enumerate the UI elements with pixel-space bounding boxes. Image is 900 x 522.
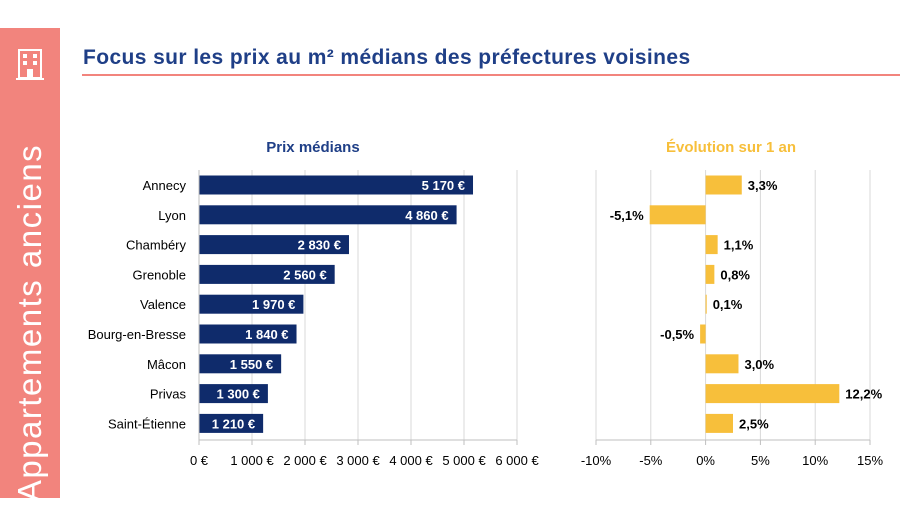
evolution-tick-label: -10% xyxy=(581,453,612,468)
prix-tick-label: 2 000 € xyxy=(283,453,327,468)
prix-tick-label: 6 000 € xyxy=(495,453,539,468)
prix-bar xyxy=(199,324,297,344)
title-divider xyxy=(82,74,900,76)
evolution-tick-label: 0% xyxy=(696,453,715,468)
evolution-value-label: 2,5% xyxy=(739,416,769,431)
evolution-tick-label: 10% xyxy=(802,453,828,468)
evolution-bar xyxy=(705,235,718,255)
evolution-bar xyxy=(705,175,742,195)
sidebar-banner: Appartements anciens xyxy=(0,28,60,502)
evolution-value-label: 0,8% xyxy=(720,267,750,282)
prix-value-label: 1 210 € xyxy=(212,416,255,431)
category-label: Annecy xyxy=(143,178,187,193)
prix-title: Prix médians xyxy=(266,139,359,156)
category-label: Mâcon xyxy=(147,357,186,372)
evolution-bar xyxy=(649,205,706,225)
prix-bar xyxy=(199,205,457,225)
evolution-value-label: 12,2% xyxy=(845,387,882,402)
evolution-value-label: 0,1% xyxy=(713,297,743,312)
evolution-tick-label: 15% xyxy=(857,453,883,468)
page-title: Focus sur les prix au m² médians des pré… xyxy=(83,46,691,69)
prix-bar xyxy=(199,354,282,374)
category-label: Bourg-en-Bresse xyxy=(88,327,186,342)
category-label: Saint-Étienne xyxy=(108,416,186,431)
prix-value-label: 1 840 € xyxy=(245,327,288,342)
prix-value-label: 1 300 € xyxy=(217,387,260,402)
prix-bar xyxy=(199,413,264,433)
prix-value-label: 1 970 € xyxy=(252,297,295,312)
evolution-bar xyxy=(705,354,739,374)
evolution-tick-label: -5% xyxy=(639,453,663,468)
prix-tick-label: 1 000 € xyxy=(230,453,274,468)
evolution-bar xyxy=(705,264,715,284)
evolution-value-label: -0,5% xyxy=(660,327,694,342)
category-label: Privas xyxy=(150,387,187,402)
prix-bar xyxy=(199,175,474,195)
prix-value-label: 2 830 € xyxy=(298,238,341,253)
prix-bar xyxy=(199,384,268,404)
evolution-bar xyxy=(705,294,707,314)
prix-bar xyxy=(199,235,349,255)
prix-value-label: 5 170 € xyxy=(422,178,465,193)
building-icon xyxy=(16,49,44,80)
prix-value-label: 4 860 € xyxy=(405,208,448,223)
prix-value-label: 2 560 € xyxy=(283,267,326,282)
prix-tick-label: 0 € xyxy=(190,453,209,468)
prix-tick-label: 3 000 € xyxy=(336,453,380,468)
evolution-value-label: 3,0% xyxy=(744,357,774,372)
prix-tick-label: 4 000 € xyxy=(389,453,433,468)
evolution-value-label: 1,1% xyxy=(724,238,754,253)
prix-bar xyxy=(199,294,304,314)
evolution-bar xyxy=(700,324,706,344)
category-label: Lyon xyxy=(158,208,186,223)
evolution-bar xyxy=(705,384,840,404)
evolution-value-label: -5,1% xyxy=(610,208,644,223)
category-label: Chambéry xyxy=(126,238,186,253)
prix-value-label: 1 550 € xyxy=(230,357,273,372)
evolution-value-label: 3,3% xyxy=(748,178,778,193)
category-label: Valence xyxy=(140,297,186,312)
prix-tick-label: 5 000 € xyxy=(442,453,486,468)
category-label: Grenoble xyxy=(133,267,186,282)
evolution-title: Évolution sur 1 an xyxy=(666,139,796,156)
prix-bar xyxy=(199,264,335,284)
evolution-bar xyxy=(705,413,733,433)
evolution-tick-label: 5% xyxy=(751,453,770,468)
